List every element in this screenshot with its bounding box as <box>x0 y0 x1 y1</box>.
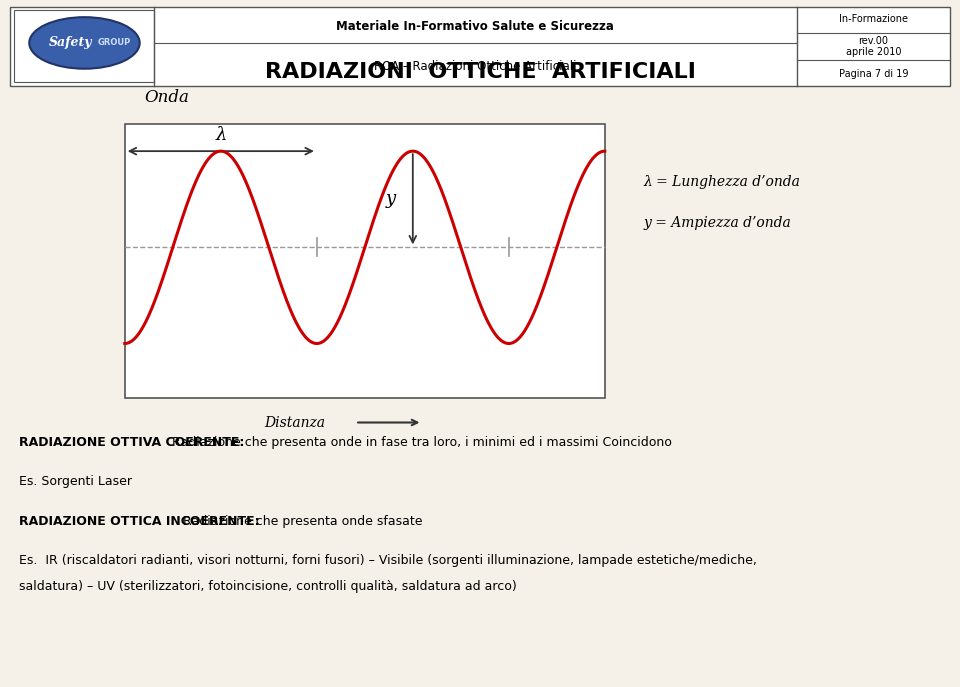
Text: λ = Lunghezza d’onda: λ = Lunghezza d’onda <box>643 175 800 189</box>
Text: rev.00
aprile 2010: rev.00 aprile 2010 <box>846 36 901 57</box>
Text: saldatura) – UV (sterilizzatori, fotoincisione, controlli qualità, saldatura ad : saldatura) – UV (sterilizzatori, fotoinc… <box>19 580 516 593</box>
Text: ROA – Radiazioni Ottiche Artificiali: ROA – Radiazioni Ottiche Artificiali <box>374 60 576 73</box>
Text: Onda: Onda <box>144 89 189 106</box>
Text: Materiale In-Formativo Salute e Sicurezza: Materiale In-Formativo Salute e Sicurezz… <box>336 20 614 33</box>
Text: GROUP: GROUP <box>98 38 132 47</box>
Text: RADIAZIONI  OTTICHE  ARTIFICIALI: RADIAZIONI OTTICHE ARTIFICIALI <box>265 62 695 82</box>
Text: Pagina 7 di 19: Pagina 7 di 19 <box>839 69 908 79</box>
Text: y = Ampiezza d’onda: y = Ampiezza d’onda <box>643 216 791 230</box>
Text: y: y <box>385 190 396 208</box>
Ellipse shape <box>29 17 140 69</box>
Text: Radiazione che presenta onde sfasate: Radiazione che presenta onde sfasate <box>180 515 422 528</box>
Text: Radiazione che presenta onde in fase tra loro, i minimi ed i massimi Coincidono: Radiazione che presenta onde in fase tra… <box>168 436 672 449</box>
Text: λ: λ <box>215 126 227 144</box>
Text: Safety: Safety <box>49 36 93 49</box>
Text: In-Formazione: In-Formazione <box>839 14 908 24</box>
Text: RADIAZIONE OTTIVA COERENTE:: RADIAZIONE OTTIVA COERENTE: <box>19 436 245 449</box>
Text: Es. Sorgenti Laser: Es. Sorgenti Laser <box>19 475 132 488</box>
FancyBboxPatch shape <box>125 124 605 398</box>
FancyBboxPatch shape <box>14 10 154 82</box>
Text: Es.  IR (riscaldatori radianti, visori notturni, forni fusori) – Visibile (sorge: Es. IR (riscaldatori radianti, visori no… <box>19 554 757 567</box>
Text: Distanza: Distanza <box>264 416 325 429</box>
FancyBboxPatch shape <box>10 7 950 86</box>
Text: RADIAZIONE OTTICA INCOERENTE:: RADIAZIONE OTTICA INCOERENTE: <box>19 515 260 528</box>
